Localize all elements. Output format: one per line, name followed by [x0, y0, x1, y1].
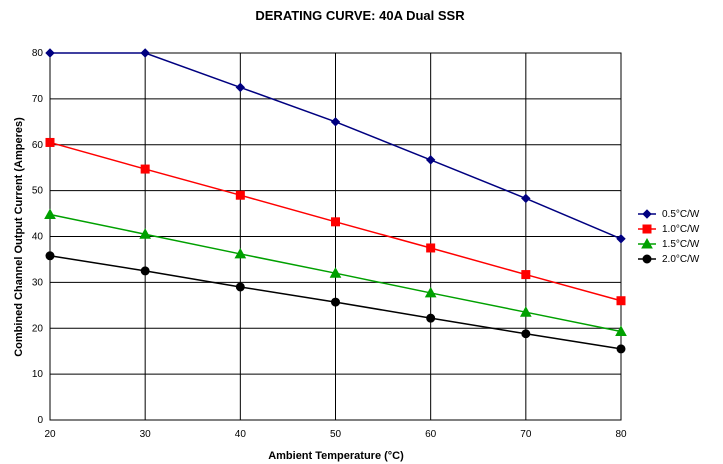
x-tick-label: 40 — [235, 429, 247, 440]
data-point — [331, 297, 340, 307]
data-point — [330, 117, 341, 127]
x-tick-label: 60 — [425, 429, 437, 440]
legend-label: 2.0°C/W — [662, 254, 700, 265]
data-point — [45, 137, 55, 147]
data-point — [331, 217, 340, 227]
data-point — [44, 208, 56, 219]
data-point — [424, 286, 437, 298]
x-tick-label: 80 — [615, 429, 627, 440]
series-2 — [45, 137, 626, 306]
series-4 — [45, 251, 626, 354]
x-axis-label: Ambient Temperature (°C) — [268, 450, 404, 462]
legend-item: 1.5°C/W — [638, 237, 700, 250]
data-point — [425, 155, 436, 165]
y-tick-label: 10 — [32, 369, 44, 380]
y-tick-label: 20 — [32, 323, 44, 334]
y-tick-label: 0 — [37, 415, 43, 426]
data-point — [140, 266, 150, 276]
legend-marker — [642, 224, 652, 234]
legend-marker — [641, 237, 653, 249]
legend-item: 1.0°C/W — [638, 224, 700, 235]
data-point — [616, 344, 626, 354]
x-tick-label: 50 — [330, 429, 342, 440]
data-point — [521, 329, 531, 339]
plot-area: 20 30 40 50 60 70 80 0 10 20 30 40 50 60 70 80 — [32, 48, 627, 440]
legend-item: 2.0°C/W — [638, 254, 700, 265]
data-point — [521, 270, 531, 280]
x-tick-label: 70 — [520, 429, 532, 440]
y-axis-label: Combined Channel Output Current (Amperes… — [13, 117, 25, 357]
data-point — [139, 228, 152, 239]
legend-label: 0.5°C/W — [662, 209, 700, 220]
data-point — [519, 306, 532, 317]
legend-label: 1.0°C/W — [662, 224, 700, 235]
data-point — [234, 247, 247, 259]
y-tick-label: 40 — [32, 232, 44, 243]
y-tick-label: 30 — [32, 277, 44, 288]
legend: 0.5°C/W 1.0°C/W 1.5°C/W 2.0°C/W — [638, 209, 700, 265]
legend-item: 0.5°C/W — [638, 209, 700, 220]
data-point — [426, 313, 436, 323]
legend-marker — [642, 209, 652, 219]
data-point — [45, 251, 55, 261]
data-point — [329, 267, 342, 278]
x-tick-label: 30 — [140, 429, 152, 440]
y-tick-label: 70 — [32, 94, 44, 105]
data-point — [616, 234, 626, 244]
data-point — [235, 190, 245, 200]
y-tick-label: 50 — [32, 186, 44, 197]
data-point — [45, 48, 55, 58]
series-1 — [45, 48, 626, 244]
data-point — [235, 282, 245, 292]
chart-title: DERATING CURVE: 40A Dual SSR — [255, 8, 465, 23]
series-3 — [44, 208, 627, 336]
data-point — [521, 193, 531, 204]
x-tick-label: 20 — [44, 429, 56, 440]
data-point — [235, 82, 246, 93]
legend-label: 1.5°C/W — [662, 239, 700, 250]
y-tick-label: 80 — [32, 48, 44, 59]
y-tick-label: 60 — [32, 140, 44, 151]
data-point — [140, 48, 150, 58]
data-point — [426, 243, 436, 253]
data-point — [140, 164, 150, 174]
legend-marker — [642, 254, 652, 264]
data-point — [615, 325, 627, 336]
data-point — [616, 296, 626, 306]
